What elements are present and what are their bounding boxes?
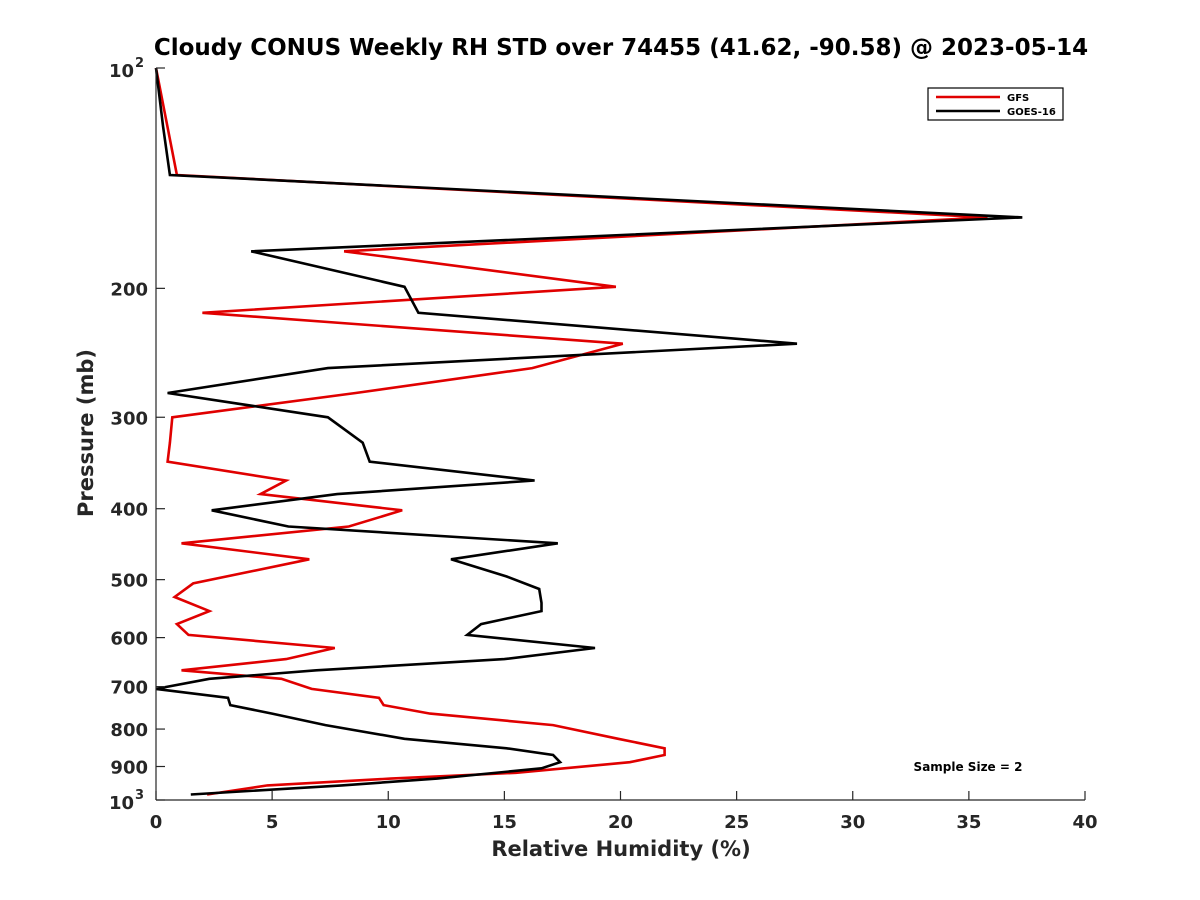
x-axis-label: Relative Humidity (%): [491, 837, 750, 861]
series-line-goes-16: [154, 67, 1023, 796]
y-tick-label-exponent: 2: [135, 56, 144, 71]
y-tick-label-exponent: 3: [135, 788, 144, 803]
y-tick-label: 300: [110, 408, 148, 429]
y-tick-label: 900: [110, 758, 148, 779]
axes: Relative Humidity (%) Pressure (mb) 0 5 10…: [74, 56, 1098, 861]
x-tick-label: 10: [376, 812, 401, 833]
sample-size-annotation: Sample Size = 2: [914, 760, 1023, 774]
legend-entry: GFS: [1007, 93, 1029, 104]
x-tick-label: 40: [1072, 812, 1097, 833]
y-tick-label: 600: [110, 629, 148, 650]
x-tick-label: 0: [150, 812, 163, 833]
chart-title: Cloudy CONUS Weekly RH STD over 74455 (4…: [154, 35, 1088, 61]
legend: GFS GOES-16: [927, 87, 1064, 121]
y-tick-label: 400: [110, 500, 148, 521]
x-tick-label: 30: [840, 812, 865, 833]
series-line-gfs: [154, 67, 988, 796]
y-tick-label-base: 10: [109, 61, 134, 82]
x-tick-label: 25: [724, 812, 749, 833]
x-tick-label: 15: [492, 812, 517, 833]
legend-box: [927, 87, 1064, 121]
y-tick-label: 700: [110, 678, 148, 699]
y-tick-label: 200: [110, 279, 148, 300]
y-tick-label: 800: [110, 720, 148, 741]
x-tick-label: 35: [956, 812, 981, 833]
x-tick-label: 5: [266, 812, 279, 833]
y-tick-label: 500: [110, 571, 148, 592]
y-tick-label-base: 10: [109, 793, 134, 814]
y-axis-label: Pressure (mb): [74, 349, 98, 517]
legend-entry: GOES-16: [1007, 107, 1056, 118]
series-layer: [154, 67, 1023, 796]
x-tick-label: 20: [608, 812, 633, 833]
